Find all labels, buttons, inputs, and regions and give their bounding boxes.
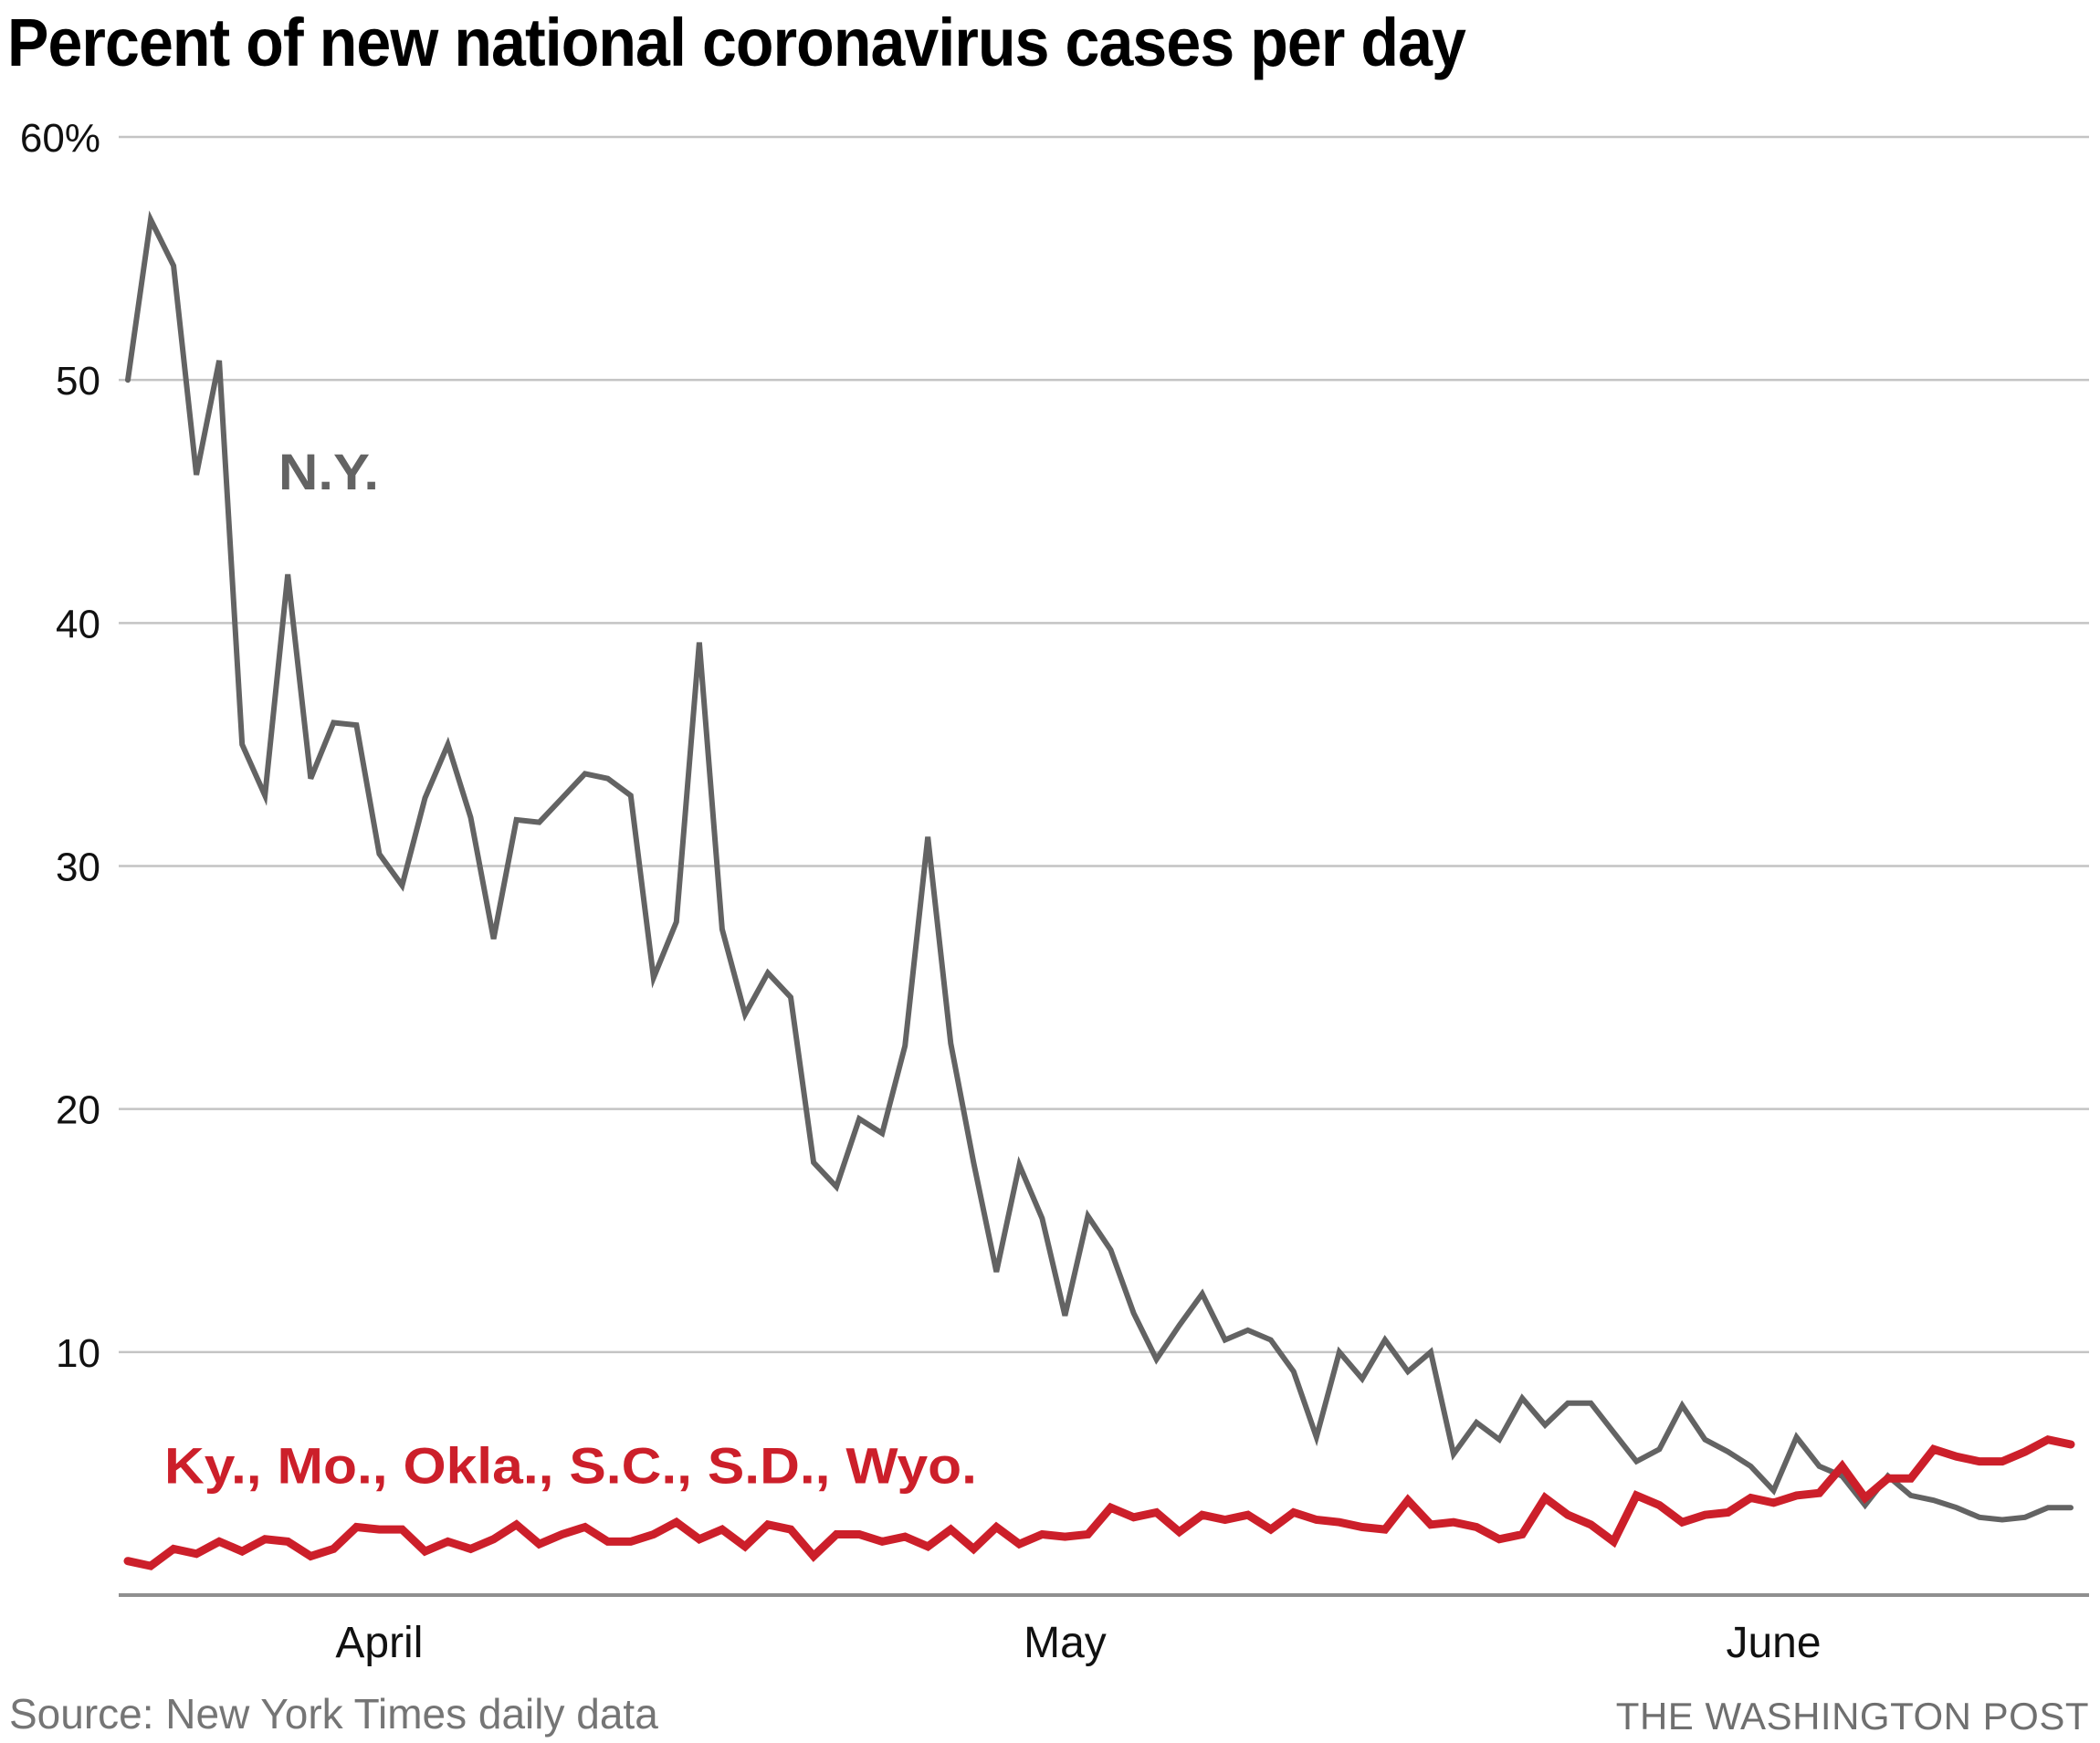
- y-axis-labels: 60% 50 40 30 20 10: [20, 116, 100, 1376]
- y-tick-label: 50: [56, 359, 100, 404]
- series-label-ny: N.Y.: [278, 443, 379, 500]
- y-tick-label: 30: [56, 845, 100, 890]
- x-tick-label-april: April: [335, 1619, 423, 1667]
- series-lines: [123, 210, 2075, 1570]
- gridlines: [119, 135, 2089, 1354]
- series-line-states: [123, 1434, 2075, 1570]
- x-tick-label-may: May: [1024, 1619, 1107, 1667]
- y-tick-label: 40: [56, 602, 100, 646]
- chart-title: Percent of new national coronavirus case…: [7, 5, 1466, 80]
- x-tick-label-june: June: [1726, 1619, 1821, 1667]
- series-label-states: Ky., Mo., Okla., S.C., S.D., Wyo.: [164, 1437, 977, 1495]
- source-note: Source: New York Times daily data: [9, 1690, 658, 1738]
- publisher-credit: THE WASHINGTON POST: [1615, 1695, 2089, 1738]
- y-tick-label: 10: [56, 1331, 100, 1376]
- y-tick-label: 20: [56, 1088, 100, 1133]
- x-axis-labels: April May June: [335, 1619, 1821, 1667]
- y-tick-label: 60%: [20, 116, 100, 161]
- series-line-ny: [125, 210, 2074, 1523]
